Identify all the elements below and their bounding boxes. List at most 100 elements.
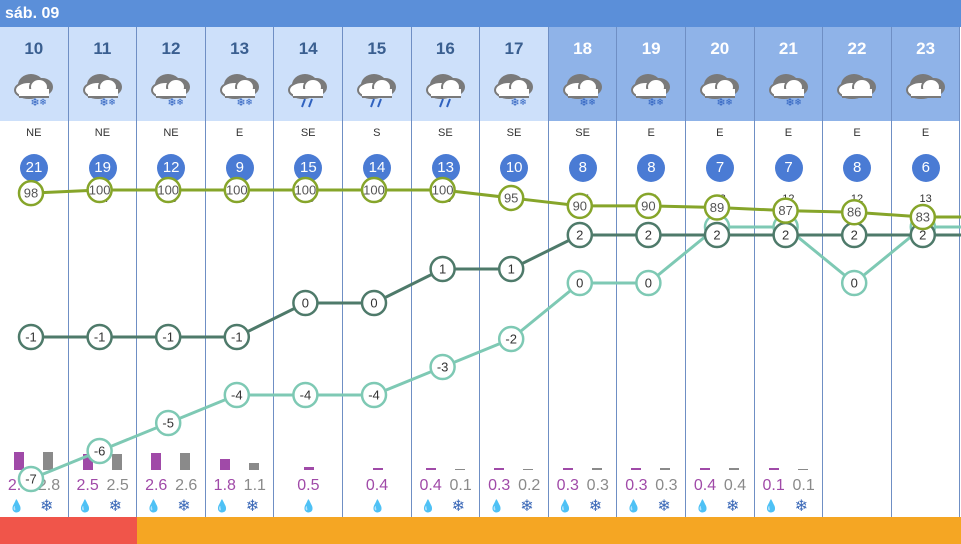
dewpoint-point bbox=[360, 381, 388, 409]
snow-cloud-icon: ❄ ❄ bbox=[489, 65, 541, 109]
svg-text:❄: ❄ bbox=[519, 98, 527, 108]
dewpoint-label: -5 bbox=[162, 416, 174, 431]
precip-bar bbox=[631, 468, 642, 470]
humidity-point bbox=[360, 176, 388, 204]
precip-value: 0.5 bbox=[297, 477, 320, 494]
precip-bar bbox=[562, 468, 573, 470]
wind-speed-badge: 6 bbox=[911, 154, 940, 182]
temperature-label: 2 bbox=[713, 228, 720, 243]
humidity-label: 95 bbox=[504, 190, 518, 205]
precip-value: 0.4 bbox=[365, 477, 389, 494]
snow-value: 2.6 bbox=[175, 477, 198, 494]
humidity-point bbox=[703, 194, 731, 221]
humidity-point bbox=[429, 176, 456, 204]
snow-value: 0.3 bbox=[655, 477, 678, 494]
rain-cloud-icon bbox=[352, 65, 404, 109]
humidity-label: 98 bbox=[24, 186, 38, 201]
humidity-label: 100 bbox=[89, 183, 111, 198]
wind-speed-badge: 8 bbox=[843, 154, 872, 182]
snow-cloud-icon: ❄ ❄ bbox=[558, 65, 610, 109]
hour-header: 14 bbox=[274, 27, 342, 121]
hour-label: 14 bbox=[298, 39, 318, 58]
humidity-point bbox=[154, 176, 182, 204]
hour-header: 13 ❄ ❄ bbox=[205, 27, 274, 121]
snowflake-icon: ❄ bbox=[177, 498, 191, 515]
hour-column: 23 E 6 13 bbox=[891, 27, 961, 517]
snow-bar bbox=[660, 468, 671, 470]
snow-cloud-icon: ❄ ❄ bbox=[764, 65, 816, 109]
wind-speed-badge: 21 bbox=[20, 154, 48, 182]
snowflake-icon: ❄ bbox=[108, 498, 122, 515]
snow-value: 0.3 bbox=[586, 477, 609, 494]
hour-header: 21 ❄ ❄ bbox=[754, 27, 823, 121]
precip-value: 0.4 bbox=[419, 477, 442, 494]
precip-bar bbox=[768, 468, 779, 470]
hour-label: 19 bbox=[641, 39, 661, 58]
hour-header: 19 ❄ ❄ bbox=[617, 27, 685, 121]
hour-label: 15 bbox=[367, 39, 387, 58]
temperature-label: 0 bbox=[302, 296, 309, 311]
humidity-point bbox=[840, 198, 868, 226]
precip-value: 0.4 bbox=[693, 477, 717, 494]
hour-label: 10 bbox=[24, 39, 44, 58]
snow-value: 0.4 bbox=[723, 477, 747, 494]
wind-speed-badge: 7 bbox=[774, 154, 803, 182]
snow-cloud-icon: ❄ ❄ bbox=[146, 65, 198, 109]
dewpoint-point bbox=[840, 269, 868, 297]
humidity-label: 100 bbox=[432, 183, 454, 198]
temperature-point bbox=[86, 323, 113, 351]
humidity-label: 100 bbox=[157, 183, 179, 198]
cloud-icon bbox=[901, 65, 953, 109]
dewpoint-label: -4 bbox=[368, 388, 380, 403]
hour-column: 21❄❄E7120.10.1💧❄ bbox=[754, 27, 824, 517]
raindrop-icon: 💧 bbox=[370, 499, 385, 513]
temperature-label: 1 bbox=[508, 262, 515, 277]
hour-column: 22 E 8 12 bbox=[823, 27, 892, 517]
dewpoint-point bbox=[497, 325, 525, 353]
temperature-point bbox=[566, 221, 594, 249]
dewpoint-label: -2 bbox=[505, 332, 517, 347]
wind-direction: E bbox=[784, 127, 793, 139]
dewpoint-label: -4 bbox=[300, 388, 312, 403]
raindrop-icon: 💧 bbox=[146, 499, 162, 513]
humidity-label: 89 bbox=[710, 200, 724, 215]
svg-text:❄: ❄ bbox=[30, 96, 39, 109]
humidity-label: 100 bbox=[226, 183, 248, 198]
wind-direction: NE bbox=[94, 127, 111, 139]
hour-label: 21 bbox=[778, 39, 798, 58]
hour-label: 13 bbox=[230, 39, 250, 58]
hour-label: 22 bbox=[847, 39, 867, 58]
hour-label: 20 bbox=[710, 39, 730, 58]
hour-header: 23 bbox=[891, 27, 960, 121]
wind-direction: NE bbox=[163, 127, 179, 139]
hour-header: 22 bbox=[823, 27, 891, 121]
wind-direction: E bbox=[716, 127, 724, 139]
humidity-label: 86 bbox=[847, 205, 861, 220]
dewpoint-point bbox=[223, 381, 251, 409]
snow-value: 2.5 bbox=[106, 477, 129, 494]
dewpoint-point bbox=[86, 437, 113, 465]
svg-text:❄: ❄ bbox=[657, 98, 665, 108]
snowflake-icon: ❄ bbox=[726, 498, 740, 515]
footer-warning-orange bbox=[137, 517, 961, 544]
humidity-point bbox=[566, 192, 594, 220]
svg-text:❄: ❄ bbox=[39, 98, 47, 108]
snow-bar bbox=[248, 463, 259, 470]
wind-speed-badge: 8 bbox=[568, 154, 597, 182]
snow-bar bbox=[591, 468, 602, 470]
hour-column: 20❄❄E7130.40.4💧❄ bbox=[686, 27, 755, 517]
snowflake-icon: ❄ bbox=[520, 498, 534, 515]
raindrop-icon: 💧 bbox=[9, 499, 24, 513]
svg-text:❄: ❄ bbox=[168, 96, 177, 109]
humidity-point bbox=[223, 176, 251, 204]
precip-value: 0.1 bbox=[762, 477, 785, 494]
hour-header: 11 ❄ ❄ bbox=[68, 27, 137, 121]
temperature-point bbox=[429, 255, 456, 283]
precip-bar bbox=[219, 459, 230, 470]
wind-gust: 13 bbox=[919, 193, 932, 205]
dewpoint-label: -6 bbox=[94, 444, 106, 459]
snow-value: 0.1 bbox=[449, 477, 472, 494]
humidity-label: 83 bbox=[916, 210, 930, 225]
hour-label: 12 bbox=[161, 39, 181, 58]
humidity-label: 87 bbox=[778, 203, 792, 218]
